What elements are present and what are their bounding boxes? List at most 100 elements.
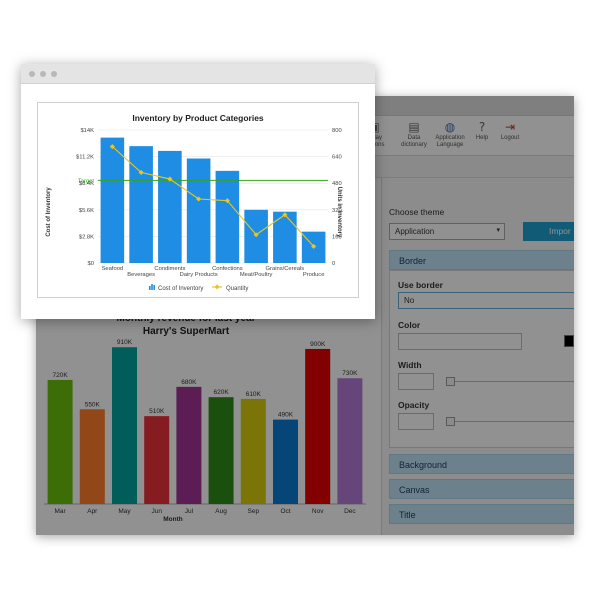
opacity-input[interactable]: [398, 413, 434, 430]
quantity-point[interactable]: [253, 232, 259, 238]
revenue-value-label: 510K: [149, 408, 165, 415]
revenue-value-label: 490K: [278, 412, 294, 419]
revenue-bar[interactable]: [273, 419, 298, 504]
y2-tick-label: 480: [332, 181, 342, 187]
revenue-bar[interactable]: [208, 397, 234, 504]
choose-theme-label: Choose theme: [389, 207, 445, 217]
inventory-bar[interactable]: [273, 211, 297, 263]
inventory-chart-frame: Inventory by Product Categories Target $…: [37, 102, 359, 298]
use-border-value: No: [404, 296, 415, 305]
inventory-bar[interactable]: [186, 158, 211, 264]
title-section-label: Title: [399, 510, 416, 520]
toolbar-help-button[interactable]: ? Help: [464, 118, 500, 142]
inventory-bar[interactable]: [100, 137, 125, 263]
revenue-value-label: 620K: [214, 389, 230, 396]
revenue-chart-subtitle: Harry's SuperMart: [143, 326, 230, 337]
x-tick-label: Beverages: [127, 272, 155, 278]
legend-line-icon: [212, 284, 222, 290]
color-swatch[interactable]: [564, 335, 574, 347]
revenue-bar[interactable]: [47, 379, 73, 504]
inventory-bar[interactable]: [158, 150, 182, 263]
revenue-x-tick-label: Sep: [248, 508, 260, 515]
theme-settings-panel: Choose theme Application ▾ Impor Border …: [381, 178, 574, 535]
revenue-bar[interactable]: [79, 409, 105, 504]
quantity-point[interactable]: [224, 198, 230, 204]
use-border-select[interactable]: No: [398, 292, 574, 309]
import-button[interactable]: Impor: [523, 222, 574, 241]
inventory-bar[interactable]: [129, 146, 153, 263]
y2-tick-label: 800: [332, 128, 342, 134]
y-tick-label: $2.8K: [79, 234, 94, 240]
revenue-x-tick-label: Dec: [344, 508, 356, 515]
inventory-chart: Inventory by Product Categories Target $…: [46, 113, 342, 292]
x-tick-label: Condiments: [154, 266, 185, 272]
window-control-dot[interactable]: [40, 71, 46, 77]
inventory-legend: Cost of Inventory Quantity: [149, 284, 248, 292]
canvas-section-label: Canvas: [399, 485, 430, 495]
revenue-value-label: 730K: [342, 370, 358, 377]
revenue-bar[interactable]: [144, 416, 170, 504]
inventory-bar[interactable]: [215, 170, 240, 263]
toolbar-data-dictionary-label: Data dictionary: [401, 135, 427, 148]
quantity-point[interactable]: [138, 169, 144, 175]
revenue-x-tick-label: Aug: [215, 508, 227, 515]
width-slider-handle[interactable]: [446, 377, 455, 386]
revenue-x-axis-title: Month: [163, 516, 183, 523]
revenue-bar[interactable]: [240, 398, 266, 504]
toolbar-logout-button[interactable]: ⇥ Logout: [492, 118, 528, 142]
width-label: Width: [398, 360, 422, 370]
quantity-point[interactable]: [311, 243, 317, 249]
quantity-line: [112, 146, 315, 247]
legend-quantity: Quantity: [226, 286, 248, 292]
revenue-value-label: 900K: [310, 341, 326, 348]
revenue-bar[interactable]: [176, 386, 202, 504]
title-section-header[interactable]: Title: [389, 504, 574, 524]
toolbar-application-language-button[interactable]: ◍ Application Language: [432, 118, 468, 149]
legend-bar-icon: [149, 284, 155, 290]
window-control-dot[interactable]: [51, 71, 57, 77]
background-section-header[interactable]: Background: [389, 454, 574, 474]
inventory-chart-title: Inventory by Product Categories: [132, 113, 264, 123]
theme-select-value: Application: [395, 227, 435, 236]
toolbar-data-dictionary-button[interactable]: ▤ Data dictionary: [396, 118, 432, 149]
revenue-bar[interactable]: [337, 378, 363, 504]
border-section-header[interactable]: Border: [389, 250, 574, 270]
y2-tick-label: 320: [332, 208, 342, 214]
opacity-slider-track[interactable]: [448, 421, 574, 422]
inventory-y2-axis-title: Units in Inventory: [336, 187, 342, 238]
revenue-value-label: 680K: [181, 379, 197, 386]
globe-icon: ◍: [444, 120, 456, 134]
logout-icon: ⇥: [504, 120, 516, 134]
x-tick-label: Confections: [212, 266, 243, 272]
y2-tick-label: 0: [332, 261, 335, 267]
width-input[interactable]: [398, 373, 434, 390]
inventory-y-axis-title: Cost of Inventory: [46, 187, 52, 237]
import-button-label: Impor: [549, 226, 571, 236]
revenue-value-label: 910K: [117, 339, 133, 346]
canvas-section-header[interactable]: Canvas: [389, 479, 574, 499]
chevron-down-icon: ▾: [496, 226, 500, 234]
color-input[interactable]: [398, 333, 522, 350]
revenue-x-tick-label: May: [118, 508, 131, 515]
y-tick-label: $8.4K: [79, 181, 94, 187]
window-control-dot[interactable]: [29, 71, 35, 77]
y2-tick-label: 160: [332, 234, 342, 240]
x-tick-label: Produce: [303, 272, 325, 278]
x-tick-label: Seafood: [102, 266, 124, 272]
revenue-x-tick-label: Nov: [312, 508, 324, 515]
revenue-bar[interactable]: [305, 348, 331, 504]
revenue-x-tick-label: Mar: [54, 508, 66, 515]
question-icon: ?: [478, 120, 486, 134]
chart-preview-window: Inventory by Product Categories Target $…: [21, 64, 375, 319]
revenue-x-tick-label: Jun: [151, 508, 162, 515]
width-slider-track[interactable]: [448, 381, 574, 382]
toolbar-application-language-label: Application Language: [435, 135, 465, 148]
book-icon: ▤: [408, 120, 420, 134]
opacity-label: Opacity: [398, 400, 430, 410]
opacity-slider-handle[interactable]: [446, 417, 455, 426]
revenue-bar[interactable]: [112, 347, 137, 504]
theme-select[interactable]: Application ▾: [389, 223, 505, 240]
quantity-point[interactable]: [167, 176, 173, 182]
use-border-label: Use border: [398, 280, 443, 290]
x-tick-label: Meat/Poultry: [240, 272, 273, 278]
